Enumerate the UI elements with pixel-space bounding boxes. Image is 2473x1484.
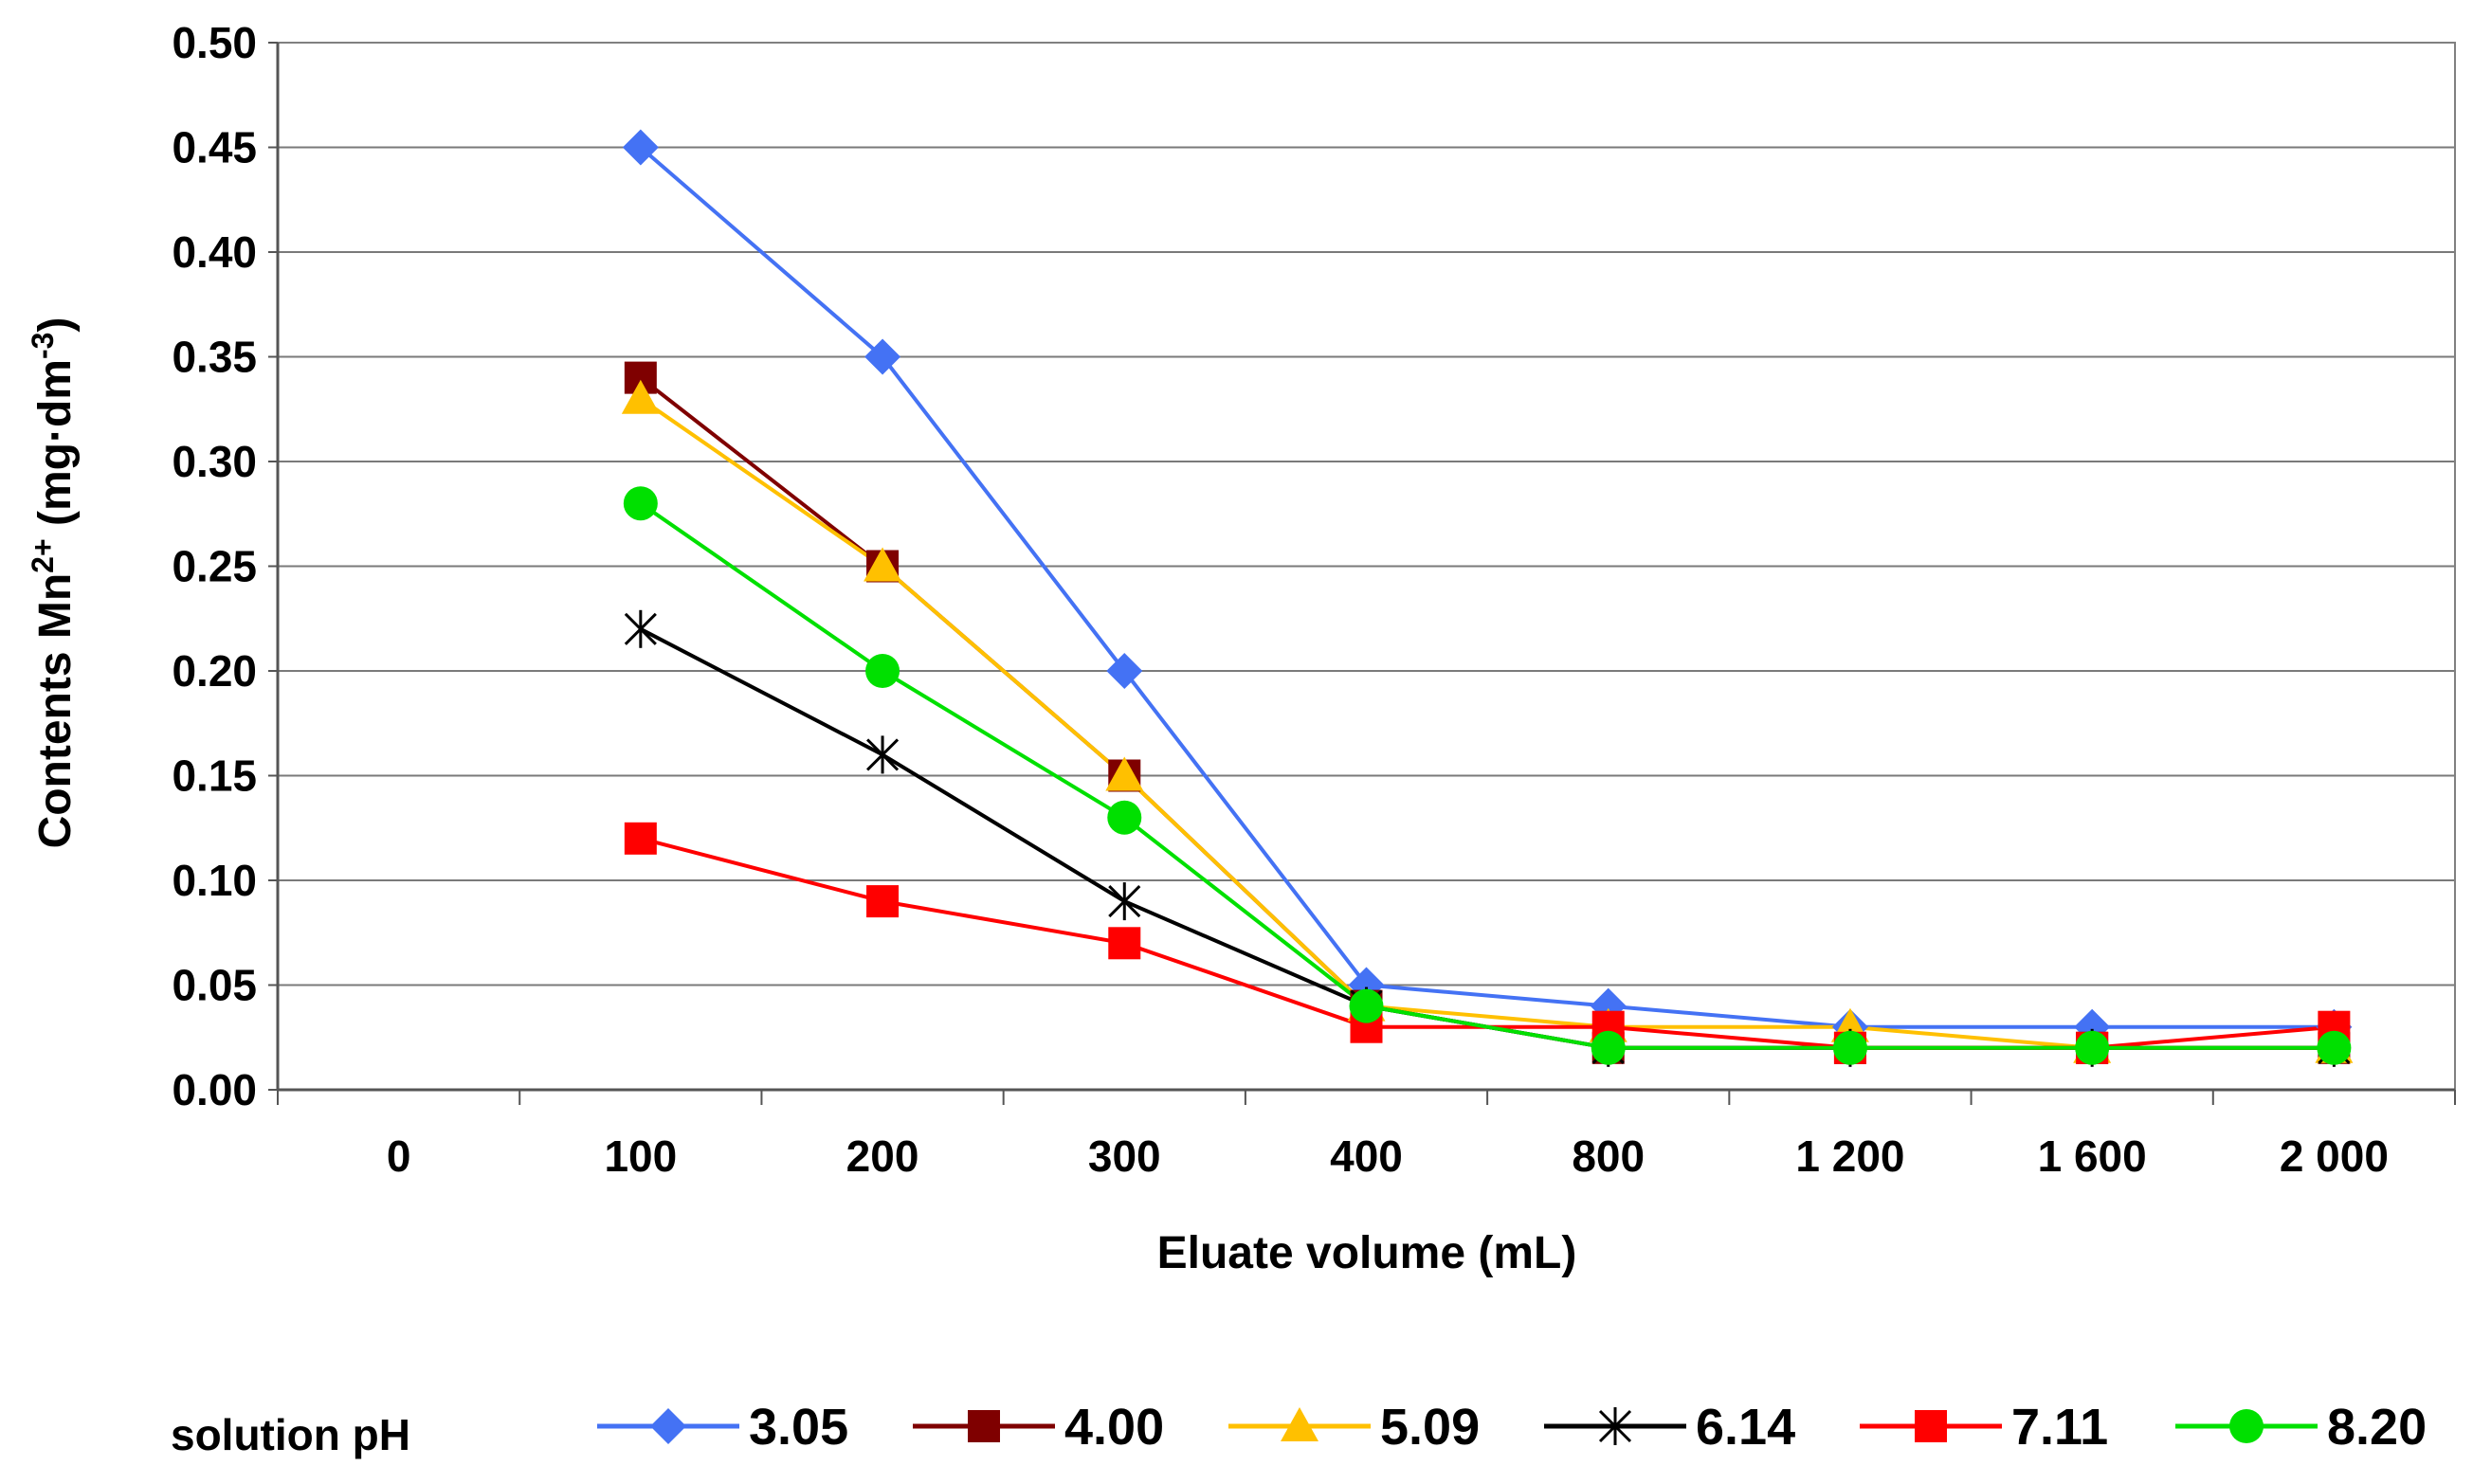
legend-label: 6.14	[1696, 1399, 1795, 1456]
y-axis-title-mid: (mg·dm	[30, 359, 81, 538]
data-point-6.14	[1108, 882, 1141, 921]
x-tick-label: 200	[846, 1131, 919, 1181]
y-axis-title-suffix: )	[30, 317, 81, 333]
series-line-5.09	[639, 397, 2335, 1050]
x-tick-label: 400	[1330, 1131, 1403, 1181]
x-tick-label: 100	[604, 1131, 677, 1181]
x-tick-label: 1 200	[1795, 1131, 1904, 1181]
data-point-5.09	[1105, 756, 1144, 791]
legend-label: 8.20	[2327, 1399, 2427, 1456]
legend-marker	[1281, 1407, 1318, 1441]
legend-items: 3.05 4.00 5.09 6.14 7.11 8.20	[597, 1399, 2427, 1456]
y-axis-title-sup2: -3	[26, 333, 60, 359]
legend-marker	[2229, 1409, 2264, 1443]
y-tick-label: 0.40	[172, 227, 257, 277]
data-point-8.20	[1832, 1030, 1867, 1065]
x-tick-label: 1 600	[2038, 1131, 2147, 1181]
legend-marker	[968, 1410, 1000, 1442]
legend-item: 8.20	[2175, 1399, 2427, 1456]
y-tick-label: 0.05	[172, 961, 257, 1010]
y-tick-label: 0.25	[172, 542, 257, 591]
data-point-8.20	[2075, 1030, 2110, 1065]
legend-item: 7.11	[1860, 1399, 2108, 1456]
data-point-5.09	[621, 379, 660, 414]
y-tick-labels: 0.00 0.05 0.10 0.15 0.20 0.25 0.30 0.35 0.40 0.45…	[172, 18, 257, 1114]
y-tick-label: 0.10	[172, 856, 257, 905]
series-line-3.05	[639, 145, 2335, 1029]
series-markers	[621, 129, 2354, 1067]
series-lines	[639, 145, 2335, 1050]
y-axis-title: Contents Mn2+ (mg·dm-3)	[26, 317, 81, 849]
x-tick-label: 2 000	[2280, 1131, 2389, 1181]
legend-label: 5.09	[1380, 1399, 1480, 1456]
y-tick-label: 0.50	[172, 18, 257, 67]
legend-marker	[650, 1408, 686, 1444]
legend-title: solution pH	[171, 1410, 410, 1459]
data-point-8.20	[1591, 1030, 1626, 1065]
series-line-4.00	[639, 376, 2335, 1050]
data-point-7.11	[1108, 927, 1141, 960]
legend-label: 4.00	[1064, 1399, 1164, 1456]
legend-item: 4.00	[913, 1399, 1164, 1456]
legend-marker	[1915, 1410, 1947, 1442]
data-point-8.20	[1349, 988, 1384, 1023]
data-point-6.14	[624, 609, 657, 648]
legend-label: 7.11	[2011, 1399, 2108, 1456]
x-tick-label: 300	[1088, 1131, 1161, 1181]
x-tick-labels: 0 100 200 300 400 800 1 200 1 600 2 000	[387, 1131, 2389, 1181]
y-tick-label: 0.45	[172, 123, 257, 172]
legend-item: 3.05	[597, 1399, 848, 1456]
data-point-8.20	[865, 654, 900, 688]
y-tick-label: 0.00	[172, 1065, 257, 1114]
legend-label: 3.05	[749, 1399, 848, 1456]
legend-marker	[1598, 1407, 1632, 1445]
data-point-5.09	[864, 547, 902, 582]
legend-item: 6.14	[1544, 1399, 1795, 1456]
axes	[268, 42, 2456, 1105]
data-point-7.11	[866, 885, 900, 918]
data-point-8.20	[1107, 800, 1142, 835]
y-tick-label: 0.35	[172, 333, 257, 382]
data-point-3.05	[1106, 653, 1143, 689]
y-tick-label: 0.20	[172, 646, 257, 696]
data-point-8.20	[623, 486, 658, 521]
series-line-8.20	[639, 501, 2335, 1050]
x-tick-label: 800	[1572, 1131, 1645, 1181]
y-tick-label: 0.30	[172, 437, 257, 486]
x-axis-title: Eluate volume (mL)	[1157, 1228, 1577, 1278]
y-axis-title-sup1: 2+	[26, 538, 60, 572]
data-point-3.05	[864, 338, 901, 375]
legend-item: 5.09	[1228, 1399, 1480, 1456]
legend: solution pH 3.05 4.00 5.09 6.14 7.11 8.20	[171, 1399, 2427, 1459]
data-point-6.14	[865, 735, 900, 774]
y-tick-label: 0.15	[172, 751, 257, 801]
data-point-7.11	[624, 822, 657, 855]
x-tick-label: 0	[387, 1131, 411, 1181]
y-axis-title-prefix: Contents Mn	[30, 573, 81, 849]
data-point-3.05	[622, 129, 659, 166]
gridlines	[278, 42, 2455, 986]
data-point-8.20	[2317, 1030, 2352, 1065]
